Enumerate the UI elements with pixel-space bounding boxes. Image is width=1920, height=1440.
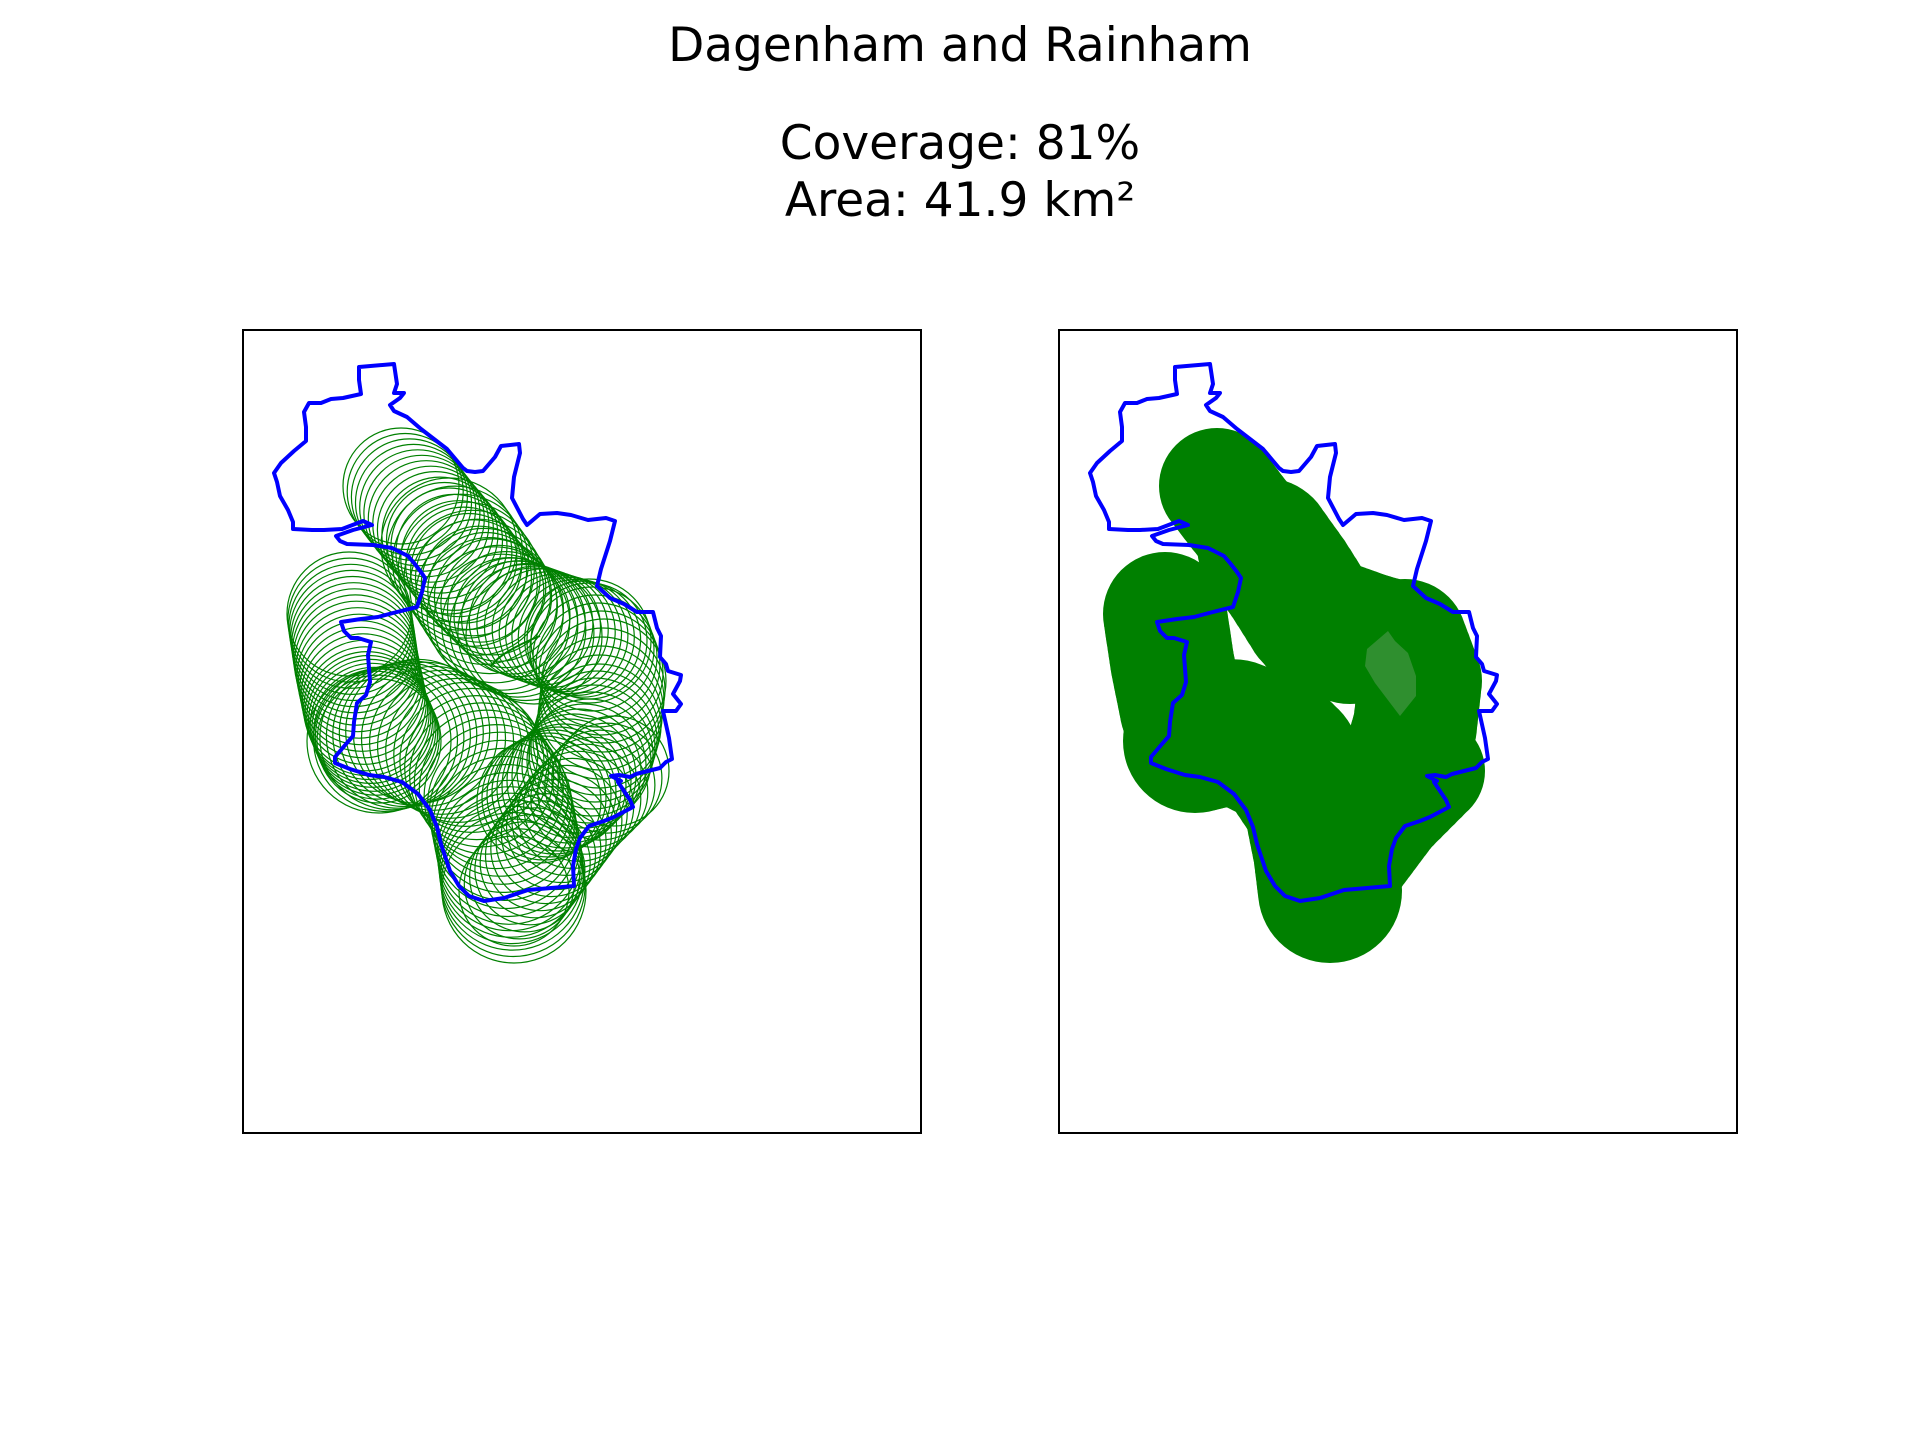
coverage-circle-79	[430, 747, 576, 893]
coverage-circle-91	[529, 586, 655, 712]
coverage-circle-110	[501, 723, 627, 849]
coverage-circle-103	[530, 684, 656, 810]
coverage-circle-139	[409, 518, 547, 656]
area-label: Area: 41.9 km²	[784, 173, 1136, 228]
coverage-circle-121	[484, 800, 597, 912]
coverage-circle-52	[307, 658, 434, 784]
coverage-circle-66	[360, 665, 507, 811]
coverage-circle-129	[530, 743, 642, 855]
coverage-circle-18	[427, 531, 545, 650]
coverage-circle-138	[403, 509, 541, 647]
coverage-circle-119	[474, 814, 586, 926]
coverage-circle-131	[544, 729, 656, 841]
coverage-circle-22	[453, 557, 571, 675]
coverage-circle-32	[524, 580, 642, 698]
coverage-circle-1	[346, 432, 464, 551]
coverage-circle-113	[486, 732, 612, 858]
coverage-circle-31	[517, 578, 635, 696]
coverage-circle-10	[385, 481, 504, 600]
coverage-circle-109	[506, 718, 632, 844]
filled-map	[1088, 362, 1499, 963]
coverage-circle-102	[532, 677, 658, 803]
coverage-circle-125	[506, 771, 618, 884]
coverage-label: Coverage: 81%	[779, 116, 1141, 171]
map-panel-filled	[1058, 329, 1738, 1134]
uncovered-hole	[1365, 631, 1416, 716]
coverage-circle-144	[441, 557, 579, 695]
coverage-circle-145	[449, 560, 587, 698]
coverage-circle-80	[431, 755, 578, 901]
coverage-circle-75	[418, 716, 564, 862]
map-panel-circles	[242, 329, 922, 1134]
coverage-circle-69	[385, 677, 531, 823]
coverage-circle-outlines	[286, 427, 670, 964]
coverage-circle-141	[420, 537, 558, 675]
coverage-circle-70	[393, 681, 539, 827]
coverage-circle-140	[415, 527, 553, 665]
coverage-circle-104	[528, 691, 654, 817]
coverage-circle-105	[526, 698, 652, 824]
stats-block: Coverage: 81% Area: 41.9 km²	[0, 115, 1920, 229]
coverage-circle-76	[423, 724, 569, 870]
coverage-circle-72	[404, 695, 550, 841]
coverage-circle-143	[433, 553, 571, 691]
coverage-circle-67	[369, 669, 515, 815]
circles-map	[272, 362, 683, 964]
coverage-disc-133	[1375, 716, 1485, 826]
coverage-arc-0	[490, 635, 541, 667]
coverage-circle-56	[314, 674, 440, 800]
coverage-circle-114	[481, 735, 607, 861]
coverage-circle-126	[511, 764, 623, 876]
coverage-circle-147	[465, 567, 603, 705]
coverage-filled-area	[1103, 428, 1485, 963]
coverage-circle-83	[436, 779, 582, 925]
coverage-circle-54	[311, 666, 437, 792]
coverage-circle-115	[476, 738, 602, 864]
coverage-circle-132	[551, 722, 663, 834]
coverage-circle-62	[332, 661, 478, 808]
coverage-circle-142	[426, 546, 564, 684]
district-boundary	[272, 362, 683, 903]
coverage-circle-59	[312, 666, 459, 812]
district-boundary	[1088, 362, 1499, 903]
coverage-circle-133	[558, 715, 670, 827]
coverage-circle-146	[457, 563, 595, 702]
coverage-circle-60	[319, 665, 465, 811]
coverage-circle-89	[441, 818, 587, 964]
coverage-circle-120	[479, 807, 591, 919]
figure-title: Dagenham and Rainham	[668, 18, 1252, 73]
coverage-circle-19	[433, 538, 551, 656]
coverage-circle-61	[325, 663, 471, 809]
coverage-circle-135	[386, 485, 524, 623]
coverage-circle-118	[469, 821, 581, 933]
coverage-circle-49	[302, 646, 429, 772]
coverage-circle-123	[495, 786, 607, 898]
coverage-circle-130	[537, 736, 649, 848]
